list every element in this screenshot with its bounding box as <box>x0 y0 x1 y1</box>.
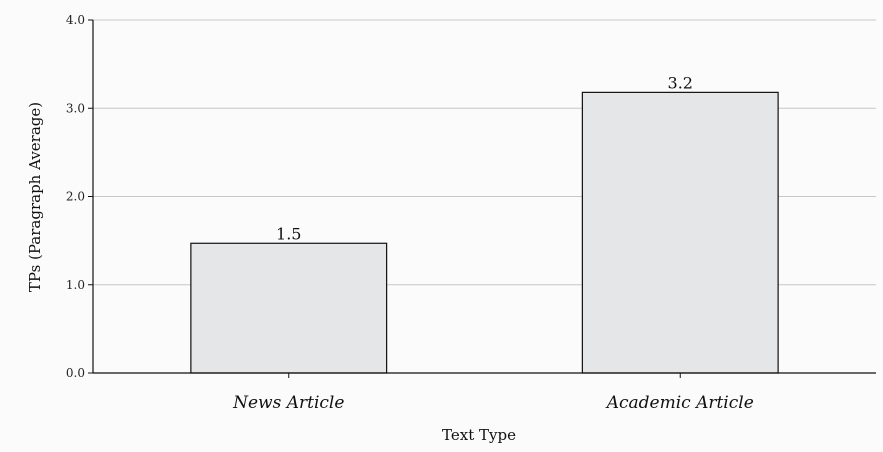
data-labels: 1.5 3.2 <box>276 73 693 243</box>
x-ticks: News Article Academic Article <box>232 373 754 413</box>
y-tick-label: 2.0 <box>66 190 85 204</box>
x-axis-title: Text Type <box>442 426 516 444</box>
bar-value-label: 1.5 <box>276 224 301 243</box>
x-tick-label: News Article <box>232 393 344 413</box>
y-tick-label: 1.0 <box>66 278 85 292</box>
x-tick-label: Academic Article <box>605 393 754 413</box>
y-tick-label: 4.0 <box>66 13 85 27</box>
bar <box>581 91 779 374</box>
bar <box>190 242 388 374</box>
y-tick-label: 3.0 <box>66 101 85 115</box>
y-ticks: 0.0 1.0 2.0 3.0 4.0 <box>66 13 93 380</box>
bar-value-label: 3.2 <box>668 73 693 92</box>
y-tick-label: 0.0 <box>66 366 85 380</box>
y-axis-title: TPs (Paragraph Average) <box>26 102 44 292</box>
